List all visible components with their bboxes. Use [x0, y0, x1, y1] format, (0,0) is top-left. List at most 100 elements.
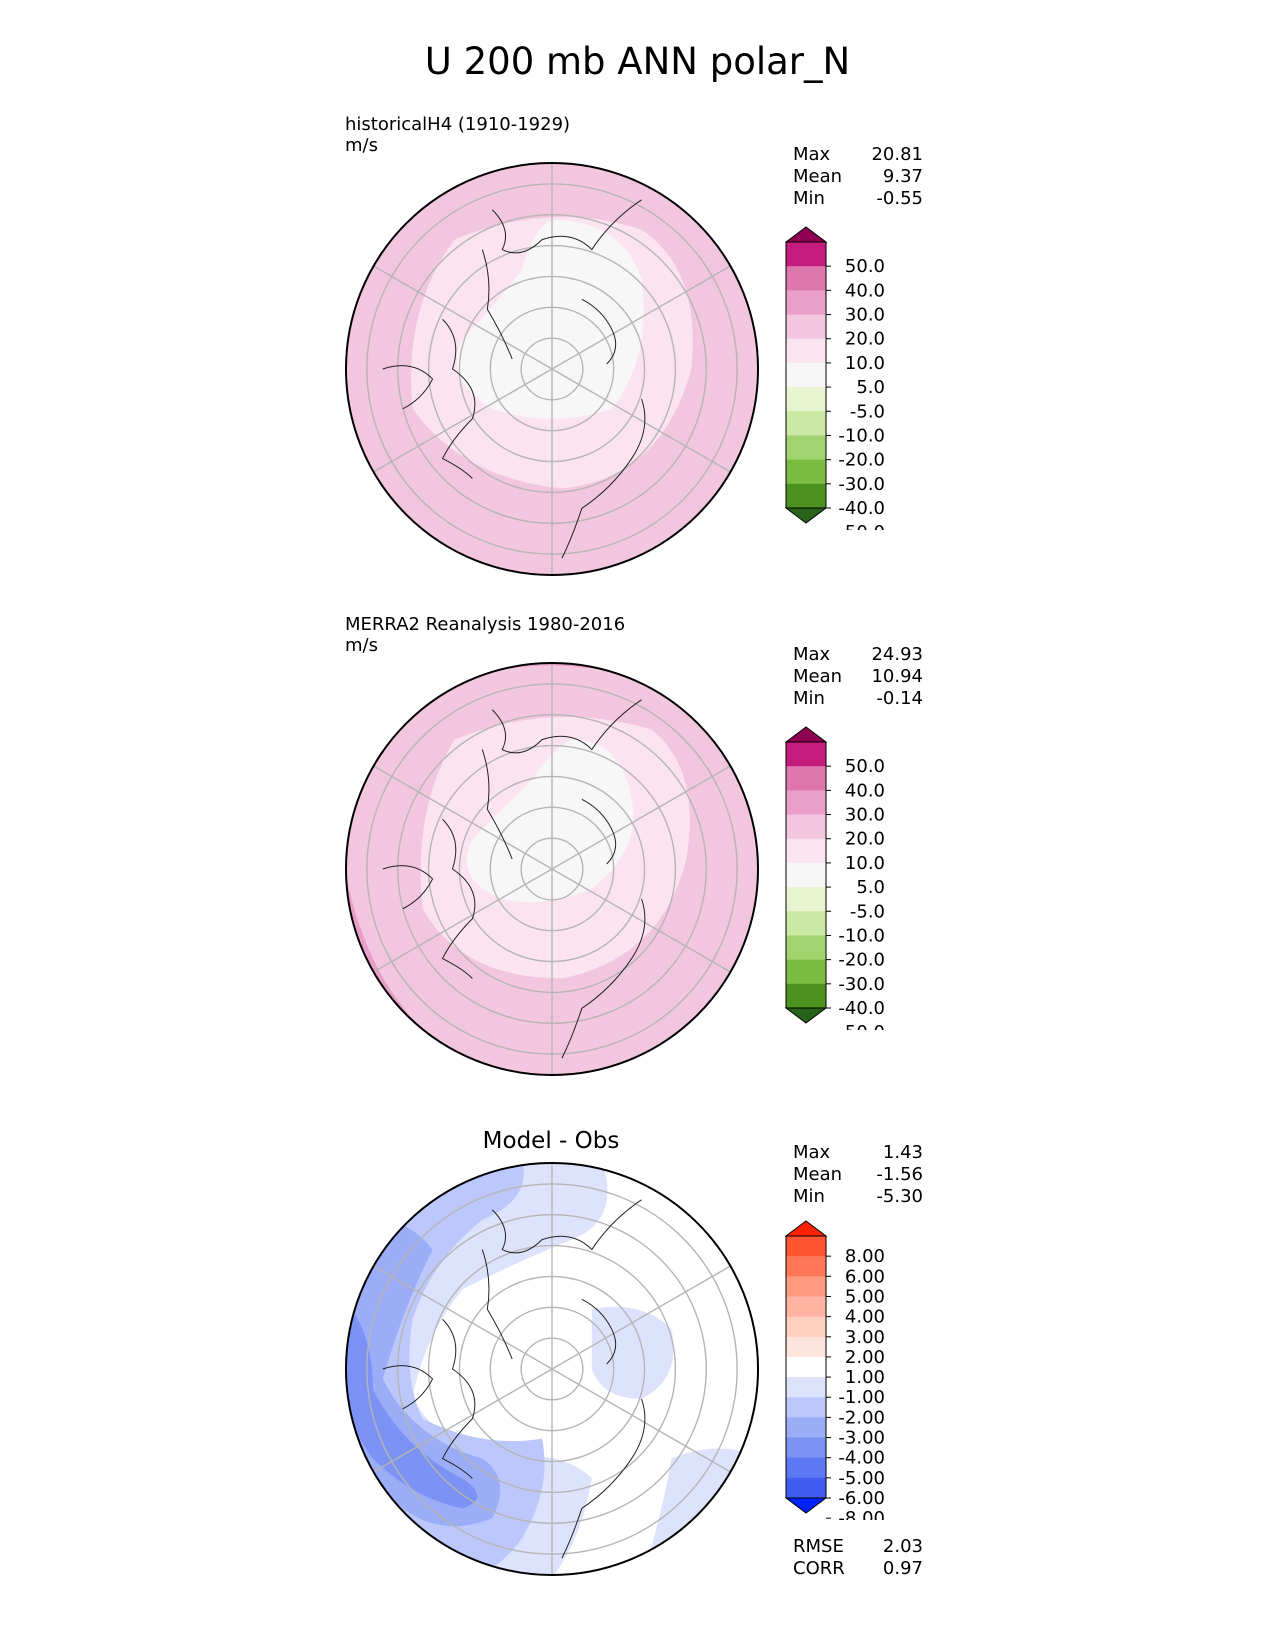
colorbar-2: 50.0 40.0 30.0 20.0 10.0 5.0 -5.0 -10.0 -20.0 -30… — [785, 726, 885, 1030]
colorbar-3-tick-label: 3.00 — [845, 1327, 885, 1348]
field-neg5-5 — [466, 739, 634, 903]
map-frame — [344, 1161, 760, 1577]
colorbar-2-tick-label: 10.0 — [845, 853, 885, 874]
colorbar-1-tick-label: 5.0 — [856, 377, 885, 398]
panel-2-units: m/s — [345, 635, 378, 656]
panel-1-units: m/s — [345, 135, 378, 156]
colorbar-3-tick-label: -8.00 — [838, 1508, 885, 1520]
colorbar-2-swatch — [786, 959, 826, 985]
polar-map-model — [344, 161, 760, 577]
colorbar-1-swatch — [786, 459, 826, 485]
colorbar-2-frame — [785, 741, 827, 1009]
colorbar-2-tick-label: 30.0 — [845, 805, 885, 826]
colorbar-1-tick-label: -10.0 — [838, 425, 885, 446]
polar-map-difference — [344, 1161, 760, 1577]
colorbar-2-swatch — [786, 838, 826, 864]
colorbar-3-swatch — [786, 1457, 826, 1479]
colorbar-2-swatch — [786, 862, 826, 888]
colorbar-1-swatch — [786, 314, 826, 340]
colorbar-2-tick-label: 40.0 — [845, 780, 885, 801]
colorbar-3-swatch — [786, 1417, 826, 1439]
colorbar-3-tick-label: -4.00 — [838, 1448, 885, 1469]
colorbar-1-tick-label: 10.0 — [845, 353, 885, 374]
panel-1-label: historicalH4 (1910-1929) m/s — [345, 114, 570, 156]
colorbar-3-over-triangle — [785, 1220, 828, 1237]
colorbar-3-tick-label: 2.00 — [845, 1347, 885, 1368]
panel-2-label: MERRA2 Reanalysis 1980-2016 m/s — [345, 614, 625, 656]
colorbar-3-tick-label: -3.00 — [838, 1428, 885, 1449]
colorbar-2-swatch — [786, 742, 826, 767]
polar-map-obs — [344, 661, 760, 1077]
colorbar-2-swatch — [786, 935, 826, 961]
rmse-row: RMSE 2.03 — [793, 1536, 923, 1557]
map-frame — [344, 661, 760, 1077]
panel-2-stats: Max 24.93 Mean 10.94 Min -0.14 — [793, 644, 923, 710]
colorbar-3-swatch — [786, 1397, 826, 1418]
stat-max-row: Max 1.43 — [793, 1142, 923, 1163]
colorbar-1-frame — [785, 241, 827, 509]
colorbar-3-swatch — [786, 1276, 826, 1297]
colorbar-1-tick-label: -40.0 — [838, 498, 885, 519]
colorbar-1-tick-label: 30.0 — [845, 305, 885, 326]
colorbar-3-swatch — [786, 1477, 826, 1499]
colorbar-1-swatch — [786, 338, 826, 364]
panel-2-dataset: MERRA2 Reanalysis 1980-2016 — [345, 614, 626, 635]
panel-3-stats: Max 1.43 Mean -1.56 Min -5.30 — [793, 1142, 923, 1208]
colorbar-2-swatch — [786, 766, 826, 791]
colorbar-2-swatch — [786, 887, 826, 912]
colorbar-3-swatch — [786, 1356, 826, 1378]
colorbar-3-swatch — [786, 1437, 826, 1459]
colorbar-1-swatch — [786, 242, 826, 267]
colorbar-1-swatch — [786, 411, 826, 436]
corr-row: CORR 0.97 — [793, 1558, 923, 1579]
colorbar-1-over-triangle — [785, 226, 828, 243]
colorbar-3-tick-label: -5.00 — [838, 1468, 885, 1489]
colorbar-2-tick-label: 20.0 — [845, 829, 885, 850]
colorbar-2-tick-label: -5.0 — [850, 901, 885, 922]
difference-title: Model - Obs — [482, 1128, 620, 1154]
colorbar-3-tick-label: -6.00 — [838, 1488, 885, 1509]
colorbar-1-swatch — [786, 435, 826, 461]
colorbar-2-swatch — [786, 790, 826, 816]
colorbar-3-tick-label: 6.00 — [845, 1266, 885, 1287]
figure-title: U 200 mb ANN polar_N — [424, 40, 851, 83]
colorbar-2-swatch — [786, 814, 826, 840]
stat-min-row: Min -0.14 — [793, 688, 923, 709]
colorbar-3-swatch — [786, 1236, 826, 1257]
colorbar-3: 8.006.005.004.003.002.001.00-1.00-2.00-3… — [785, 1220, 885, 1520]
map-frame — [344, 161, 760, 577]
colorbar-2-tick-label: -30.0 — [838, 974, 885, 995]
colorbar-3-tick-label: 1.00 — [845, 1367, 885, 1388]
colorbar-1: 50.0 40.0 30.0 20.0 10.0 5.0 -5.0 -10.0 -20.0 -30… — [785, 226, 885, 530]
stat-mean-row: Mean 10.94 — [793, 666, 923, 687]
colorbar-1-tick-label: 50.0 — [845, 256, 885, 277]
coastlines — [382, 699, 646, 1059]
colorbar-1-swatch — [786, 266, 826, 291]
panel-1-stats: Max 20.81 Mean 9.37 Min -0.55 — [793, 144, 923, 210]
colorbar-1-swatch — [786, 483, 826, 509]
stat-min-row: Min -0.55 — [793, 188, 923, 209]
colorbar-3-swatch — [786, 1296, 826, 1318]
graticule — [366, 1162, 738, 1576]
colorbar-2-swatch — [786, 983, 826, 1009]
colorbar-2-tick-label: -20.0 — [838, 950, 885, 971]
colorbar-3-frame — [785, 1235, 827, 1499]
colorbar-3-tick-label: 4.00 — [845, 1307, 885, 1328]
colorbar-3-tick-label: -1.00 — [838, 1387, 885, 1408]
field-neg5-5 — [456, 219, 644, 419]
colorbar-2-tick-label: -50.0 — [838, 1022, 885, 1030]
stat-mean-row: Mean 9.37 — [793, 166, 923, 187]
colorbar-1-tick-label: -5.0 — [850, 401, 885, 422]
colorbar-1-swatch — [786, 362, 826, 388]
graticule — [366, 662, 738, 1076]
colorbar-1-tick-label: -50.0 — [838, 522, 885, 530]
stat-max-row: Max 20.81 — [793, 144, 923, 165]
colorbar-2-tick-label: -10.0 — [838, 925, 885, 946]
colorbar-1-swatch — [786, 387, 826, 412]
colorbar-1-tick-label: 40.0 — [845, 280, 885, 301]
coastlines — [382, 1199, 646, 1559]
panel-1-dataset: historicalH4 (1910-1929) — [345, 114, 571, 135]
colorbar-3-swatch — [786, 1316, 826, 1338]
field-neg5-neg4 — [345, 1299, 478, 1509]
colorbar-2-under-triangle — [785, 1007, 828, 1024]
